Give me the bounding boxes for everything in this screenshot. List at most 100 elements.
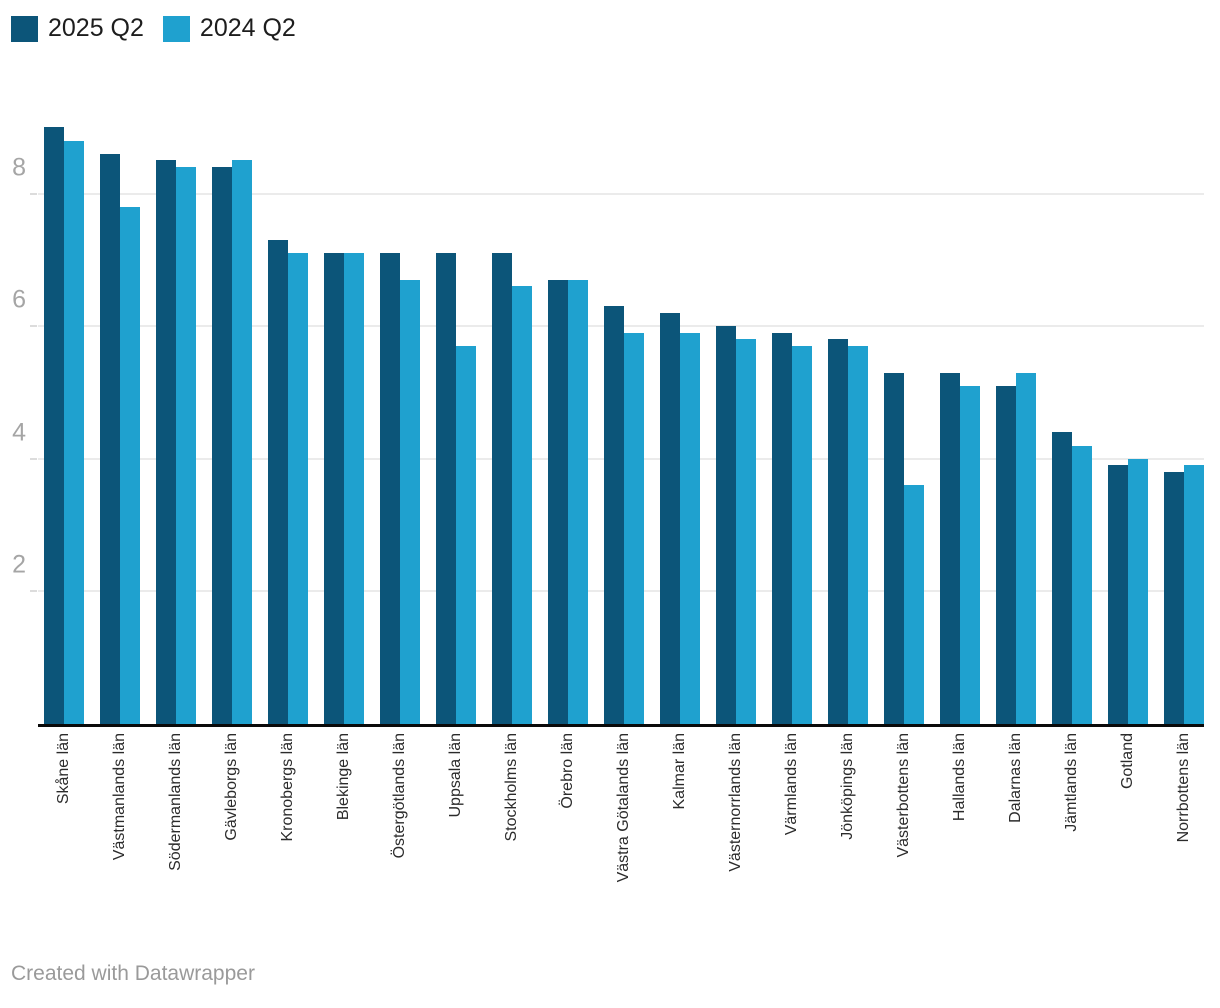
x-label-cell: Västmanlands län [100, 733, 140, 860]
bar-group [492, 253, 532, 724]
y-axis-label-6: 6 [12, 285, 26, 314]
bar-group [996, 373, 1036, 724]
bar-group [884, 373, 924, 724]
x-axis-label: Östergötlands län [390, 733, 408, 859]
bar-group [1164, 465, 1204, 724]
x-label-cell: Västra Götalands län [604, 733, 644, 882]
bar-2025-q2[interactable] [604, 306, 624, 724]
bar-2025-q2[interactable] [772, 333, 792, 724]
y-tick-6 [30, 325, 37, 327]
x-label-cell: Kronobergs län [268, 733, 308, 842]
x-axis-labels: Skåne län Västmanlands län Södermanlands l… [44, 733, 1204, 936]
bar-2024-q2[interactable] [512, 286, 532, 724]
bar-2025-q2[interactable] [44, 127, 64, 724]
x-axis-label: Örebro län [558, 733, 576, 809]
bar-2025-q2[interactable] [492, 253, 512, 724]
x-axis-label: Blekinge län [334, 733, 352, 821]
bar-group [44, 127, 84, 724]
x-axis-label: Gävleborgs län [222, 733, 240, 841]
legend-swatch-2025-q2 [11, 15, 38, 42]
x-label-cell: Hallands län [940, 733, 980, 821]
x-label-cell: Södermanlands län [156, 733, 196, 871]
bar-group [268, 240, 308, 724]
legend: 2025 Q2 2024 Q2 [11, 14, 1220, 43]
x-label-cell: Örebro län [548, 733, 588, 809]
x-axis-label: Södermanlands län [166, 733, 184, 871]
bar-2025-q2[interactable] [380, 253, 400, 724]
bar-2024-q2[interactable] [1072, 446, 1092, 724]
x-axis-line [38, 724, 1204, 727]
bar-2024-q2[interactable] [680, 333, 700, 724]
x-axis-label: Uppsala län [446, 733, 464, 818]
bar-2024-q2[interactable] [736, 339, 756, 724]
bar-2024-q2[interactable] [1184, 465, 1204, 724]
bar-2024-q2[interactable] [624, 333, 644, 724]
x-axis-label: Västmanlands län [110, 733, 128, 861]
bar-2024-q2[interactable] [344, 253, 364, 724]
bar-2024-q2[interactable] [1016, 373, 1036, 724]
bar-group [380, 253, 420, 724]
bar-2024-q2[interactable] [456, 346, 476, 724]
bar-2025-q2[interactable] [996, 386, 1016, 724]
bar-2025-q2[interactable] [716, 326, 736, 724]
bar-group [604, 306, 644, 724]
bar-2024-q2[interactable] [1128, 459, 1148, 724]
bar-2024-q2[interactable] [176, 167, 196, 724]
bar-2025-q2[interactable] [828, 339, 848, 724]
legend-label-2025-q2: 2025 Q2 [48, 14, 144, 42]
plot-area: 2 4 6 8 [0, 126, 1220, 727]
x-label-cell: Skåne län [44, 733, 84, 804]
bar-2024-q2[interactable] [288, 253, 308, 724]
bar-2024-q2[interactable] [568, 280, 588, 724]
bar-group [772, 333, 812, 724]
x-axis-label: Stockholms län [502, 733, 520, 842]
y-axis-label-2: 2 [12, 550, 26, 579]
bar-group [548, 280, 588, 724]
x-axis-label: Norrbottens län [1174, 733, 1192, 843]
bar-group [324, 253, 364, 724]
bar-group [156, 160, 196, 724]
bar-2025-q2[interactable] [548, 280, 568, 724]
y-tick-2 [30, 590, 37, 592]
legend-swatch-2024-q2 [162, 15, 190, 42]
bar-2024-q2[interactable] [64, 141, 84, 724]
bar-2024-q2[interactable] [960, 386, 980, 724]
bar-2024-q2[interactable] [792, 346, 812, 724]
bar-2024-q2[interactable] [848, 346, 868, 724]
bar-2024-q2[interactable] [232, 160, 252, 724]
bar-2025-q2[interactable] [436, 253, 456, 724]
x-axis-label: Jönköpings län [838, 733, 856, 840]
x-axis-label: Västernorrlands län [726, 733, 744, 872]
bar-group [716, 326, 756, 724]
bar-group [100, 154, 140, 724]
bar-2025-q2[interactable] [268, 240, 288, 724]
bar-group [212, 160, 252, 724]
datawrapper-credit-link[interactable]: Created with Datawrapper [11, 962, 255, 985]
bar-2025-q2[interactable] [156, 160, 176, 724]
bar-2025-q2[interactable] [1052, 432, 1072, 724]
bar-2025-q2[interactable] [1164, 472, 1184, 724]
bar-2025-q2[interactable] [940, 373, 960, 724]
y-tick-8 [30, 193, 37, 195]
legend-item-2024-q2: 2024 Q2 [162, 14, 296, 43]
bar-2025-q2[interactable] [100, 154, 120, 724]
bar-2025-q2[interactable] [212, 167, 232, 724]
x-axis-label: Hallands län [950, 733, 968, 822]
x-axis-label: Gotland [1118, 733, 1136, 790]
x-label-cell: Jönköpings län [828, 733, 868, 840]
bar-2025-q2[interactable] [324, 253, 344, 724]
bar-2025-q2[interactable] [1108, 465, 1128, 724]
bar-2024-q2[interactable] [904, 485, 924, 724]
x-label-cell: Kalmar län [660, 733, 700, 809]
x-label-cell: Blekinge län [324, 733, 364, 820]
x-label-cell: Västerbottens län [884, 733, 924, 858]
bar-2025-q2[interactable] [660, 313, 680, 724]
x-axis-label: Västra Götalands län [614, 733, 632, 883]
bar-group [660, 313, 700, 724]
bar-2024-q2[interactable] [120, 207, 140, 724]
bar-2024-q2[interactable] [400, 280, 420, 724]
x-label-cell: Gävleborgs län [212, 733, 252, 841]
bars-row [44, 126, 1204, 724]
bar-2025-q2[interactable] [884, 373, 904, 724]
y-axis-label-4: 4 [12, 418, 26, 447]
